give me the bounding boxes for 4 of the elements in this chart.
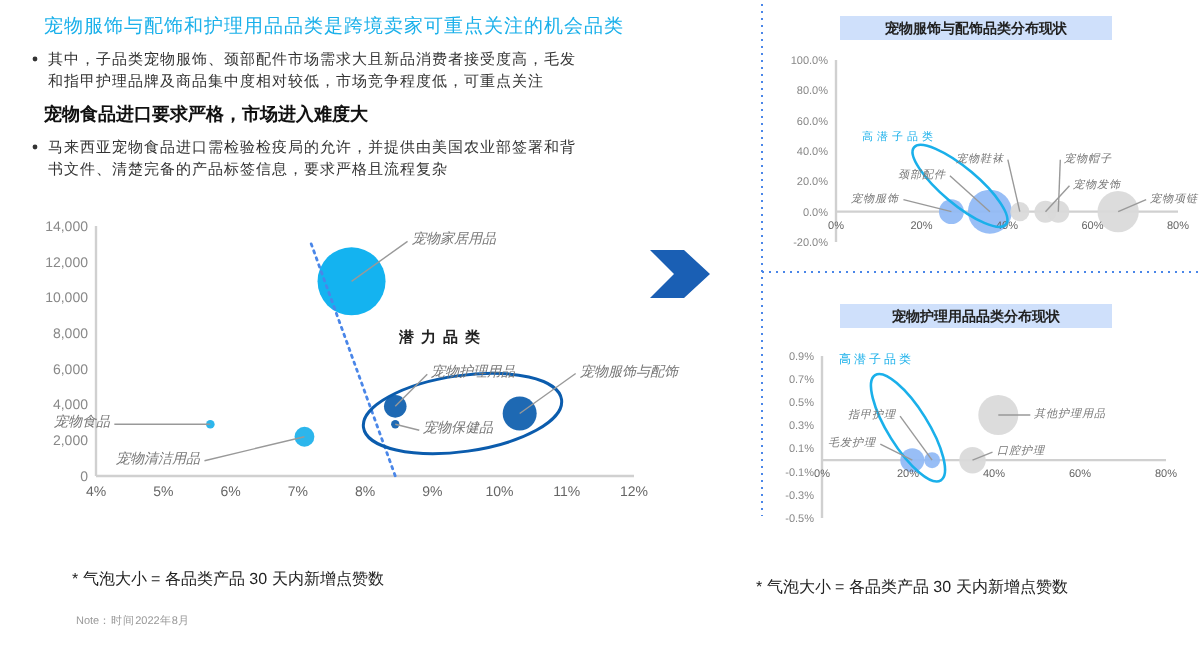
- chart-title: 宠物服饰与配饰和护理用品品类是跨境卖家可重点关注的机会品类: [44, 14, 624, 38]
- text: * 气泡大小 = 各品类产品 30 天内新增点赞数: [72, 570, 384, 588]
- text: * 气泡大小 = 各品类产品 30 天内新增点赞数: [756, 578, 1068, 596]
- text: 宠物食品进口要求严格，市场进入难度大: [42, 104, 370, 124]
